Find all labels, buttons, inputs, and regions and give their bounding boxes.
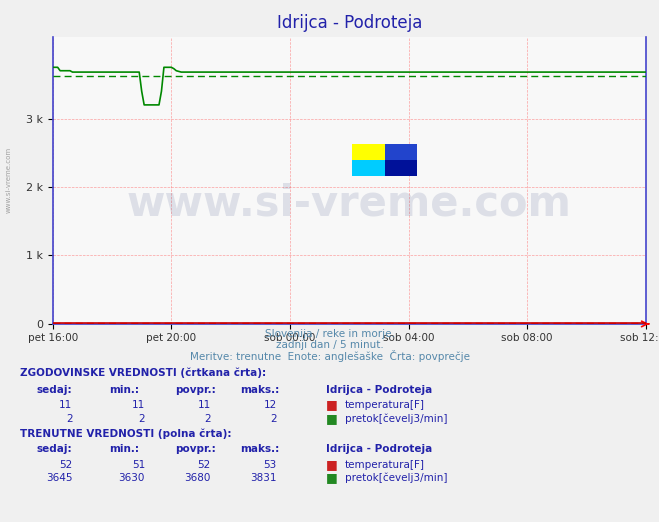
Text: ■: ■ <box>326 398 338 411</box>
Bar <box>352 144 385 160</box>
Text: 2: 2 <box>270 414 277 424</box>
Text: min.:: min.: <box>109 385 139 395</box>
Text: 11: 11 <box>132 400 145 410</box>
Text: ■: ■ <box>326 471 338 484</box>
Text: 11: 11 <box>59 400 72 410</box>
Text: 2: 2 <box>204 414 211 424</box>
Text: ■: ■ <box>326 412 338 425</box>
Text: maks.:: maks.: <box>241 444 280 454</box>
Text: TRENUTNE VREDNOSTI (polna črta):: TRENUTNE VREDNOSTI (polna črta): <box>20 429 231 440</box>
Text: sedaj:: sedaj: <box>36 385 72 395</box>
Text: zadnji dan / 5 minut.: zadnji dan / 5 minut. <box>275 340 384 350</box>
Text: 3680: 3680 <box>185 473 211 483</box>
Text: 3630: 3630 <box>119 473 145 483</box>
Text: 51: 51 <box>132 460 145 470</box>
Text: min.:: min.: <box>109 444 139 454</box>
Text: Slovenija / reke in morje.: Slovenija / reke in morje. <box>264 329 395 339</box>
Text: temperatura[F]: temperatura[F] <box>345 460 424 470</box>
Text: Meritve: trenutne  Enote: anglešaške  Črta: povprečje: Meritve: trenutne Enote: anglešaške Črta… <box>190 350 469 362</box>
Title: Idrijca - Podroteja: Idrijca - Podroteja <box>277 14 422 32</box>
Text: povpr.:: povpr.: <box>175 444 215 454</box>
Bar <box>385 144 418 160</box>
Text: Idrijca - Podroteja: Idrijca - Podroteja <box>326 385 432 395</box>
Text: 52: 52 <box>198 460 211 470</box>
Text: ■: ■ <box>326 458 338 471</box>
Text: ZGODOVINSKE VREDNOSTI (črtkana črta):: ZGODOVINSKE VREDNOSTI (črtkana črta): <box>20 367 266 378</box>
Text: povpr.:: povpr.: <box>175 385 215 395</box>
Text: Idrijca - Podroteja: Idrijca - Podroteja <box>326 444 432 454</box>
Text: www.si-vreme.com: www.si-vreme.com <box>127 182 572 224</box>
Text: 52: 52 <box>59 460 72 470</box>
Text: sedaj:: sedaj: <box>36 444 72 454</box>
Text: 11: 11 <box>198 400 211 410</box>
Text: pretok[čevelj3/min]: pretok[čevelj3/min] <box>345 413 447 424</box>
Bar <box>352 160 385 176</box>
Text: maks.:: maks.: <box>241 385 280 395</box>
Text: 12: 12 <box>264 400 277 410</box>
Bar <box>385 160 418 176</box>
Text: 2: 2 <box>138 414 145 424</box>
Text: temperatura[F]: temperatura[F] <box>345 400 424 410</box>
Text: pretok[čevelj3/min]: pretok[čevelj3/min] <box>345 473 447 483</box>
Text: 3645: 3645 <box>46 473 72 483</box>
Text: www.si-vreme.com: www.si-vreme.com <box>5 147 11 213</box>
Text: 3831: 3831 <box>250 473 277 483</box>
Text: 2: 2 <box>66 414 72 424</box>
Text: 53: 53 <box>264 460 277 470</box>
